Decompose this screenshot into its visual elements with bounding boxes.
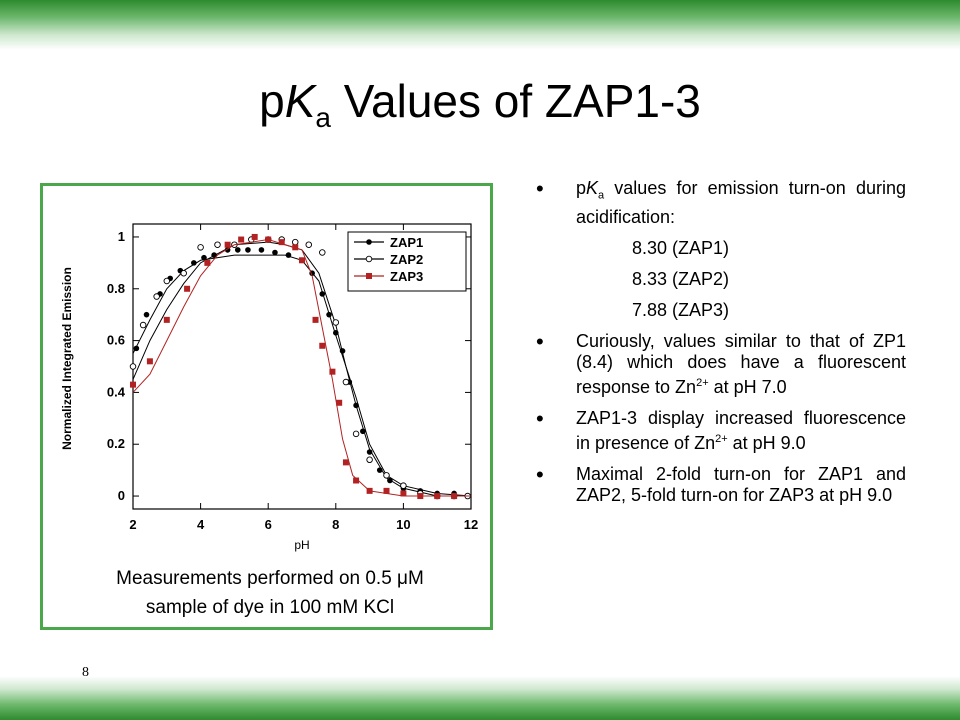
zap1-point xyxy=(245,247,251,253)
y-tick-label: 0.4 xyxy=(107,384,126,399)
zap3-point xyxy=(130,381,136,388)
zap3-point xyxy=(265,236,272,243)
zap3-fit-line xyxy=(132,239,471,497)
zap3-point xyxy=(163,316,170,323)
zap3-point xyxy=(366,273,372,279)
x-axis-label: pH xyxy=(294,538,309,552)
zap3-point xyxy=(299,257,305,264)
bullet-pka-values: • pKa values for emission turn-on during… xyxy=(536,176,906,227)
zap2-point xyxy=(139,321,147,329)
caption-line-1: Measurements performed on 0.5 μM xyxy=(116,568,424,589)
legend-label: ZAP3 xyxy=(390,269,423,284)
y-tick-label: 0.6 xyxy=(107,333,125,348)
bottom-green-band xyxy=(0,676,960,720)
zap2-point xyxy=(305,241,313,248)
x-tick-label: 10 xyxy=(396,517,410,532)
pka-value-zap3: 7.88 (ZAP3) xyxy=(632,299,730,320)
y-tick-label: 0.8 xyxy=(107,281,125,296)
zap2-point xyxy=(291,238,299,246)
zap1-point xyxy=(326,311,332,318)
x-tick-label: 2 xyxy=(129,517,136,532)
bullet-zp1-comparison: • Curiously, values similar to that of Z… xyxy=(536,328,906,397)
zap2-point xyxy=(319,249,326,256)
bullet-dot: • xyxy=(536,405,544,431)
zap3-point xyxy=(336,399,343,406)
zap2-point xyxy=(352,430,360,438)
x-tick-label: 4 xyxy=(197,517,205,532)
zap3-point xyxy=(292,244,299,251)
zap3-point xyxy=(383,487,390,494)
zap1-point xyxy=(272,249,278,256)
bullet-dot: • xyxy=(536,461,544,487)
zap1-point xyxy=(191,260,197,266)
zap3-point xyxy=(319,342,326,349)
zap2-point xyxy=(366,456,373,464)
zap2-point xyxy=(129,363,137,370)
zap3-point xyxy=(417,493,424,500)
pka-value-zap1: 8.30 (ZAP1) xyxy=(632,237,730,258)
zap2-point xyxy=(400,482,407,489)
zap1-point xyxy=(133,345,140,352)
zap2-point xyxy=(365,255,373,263)
y-tick-label: 0 xyxy=(118,488,125,503)
zap1-point xyxy=(285,252,292,258)
zap2-point xyxy=(180,269,187,277)
zap3-point xyxy=(400,490,407,497)
slide-title: pKa Values of ZAP1-3 xyxy=(259,75,701,134)
figure-caption: Measurements performed on 0.5 μM sample … xyxy=(60,564,480,622)
zap3-point xyxy=(204,259,211,266)
zap1-point xyxy=(234,247,241,253)
zap3-point xyxy=(312,316,319,323)
zap2-point xyxy=(214,241,221,248)
zap1-point xyxy=(201,254,207,261)
x-tick-label: 8 xyxy=(332,517,339,532)
top-green-band xyxy=(0,0,960,50)
zap1-point xyxy=(258,247,265,253)
y-tick-label: 1 xyxy=(118,229,125,244)
zap3-point xyxy=(251,233,258,240)
zap3-point xyxy=(146,358,153,365)
zap1-point xyxy=(366,239,372,245)
zap3-point xyxy=(451,493,458,500)
zap3-point xyxy=(353,477,360,484)
bullet-list: • pKa values for emission turn-on during… xyxy=(536,178,906,506)
pka-value-zap2: 8.33 (ZAP2) xyxy=(632,268,730,289)
zap2-point xyxy=(383,472,390,479)
figure-frame: 2 4 6 8 10 12 0 0.2 0.4 0.6 0.8 1 pH Normalized Integ… xyxy=(40,183,493,630)
zap2-point xyxy=(332,319,340,326)
bullet-turn-on: • Maximal 2-fold turn-on for ZAP1 and ZA… xyxy=(536,461,906,505)
zap3-point xyxy=(238,236,245,243)
zap1-point xyxy=(143,311,150,318)
y-tick-label: 0.2 xyxy=(107,436,125,451)
legend-label: ZAP1 xyxy=(390,235,423,250)
zap3-point xyxy=(366,487,373,494)
titration-chart: 2 4 6 8 10 12 0 0.2 0.4 0.6 0.8 1 pH Normalized Integ… xyxy=(60,223,478,552)
zap3-point xyxy=(434,493,441,500)
zap1-point xyxy=(319,291,326,297)
zap3-point xyxy=(329,368,336,375)
x-tick-label: 6 xyxy=(265,517,272,532)
y-axis-label: Normalized Integrated Emission xyxy=(60,267,74,450)
bullet-fluorescence: • ZAP1-3 display increased fluorescence … xyxy=(536,405,906,453)
zap2-fit-line xyxy=(132,241,471,497)
zap3-point xyxy=(224,241,231,248)
zap3-point xyxy=(278,239,285,246)
legend-label: ZAP2 xyxy=(390,252,423,267)
zap2-point xyxy=(342,378,350,386)
zap1-point xyxy=(366,449,373,455)
zap3-point xyxy=(184,285,191,292)
bullet-dot: • xyxy=(536,176,544,201)
caption-line-2: sample of dye in 100 mM KCl xyxy=(145,597,395,618)
zap2-point xyxy=(163,277,171,285)
zap3-point xyxy=(342,459,349,466)
bullet-dot: • xyxy=(536,328,544,354)
zap2-point xyxy=(153,293,160,300)
page-number: 8 xyxy=(82,665,89,680)
zap2-point xyxy=(197,244,204,251)
x-tick-label: 12 xyxy=(464,517,478,532)
